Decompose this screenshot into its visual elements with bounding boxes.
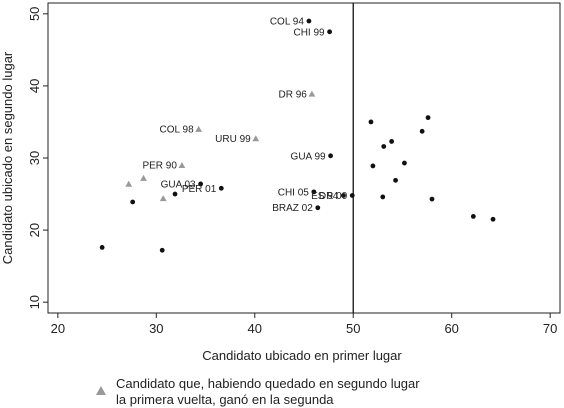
legend-text: Candidato que, habiendo quedado en segun…	[116, 376, 420, 408]
data-point-triangle	[308, 90, 316, 97]
data-point-circle	[315, 205, 321, 211]
y-tick-label: 20	[27, 223, 42, 237]
point-label: ES 94	[311, 191, 339, 202]
data-point-circle	[419, 128, 425, 134]
data-point-circle	[402, 160, 407, 166]
data-point-triangle	[195, 125, 203, 132]
x-tick-label: 20	[51, 321, 65, 336]
data-point-triangle	[252, 135, 260, 142]
data-point-circle	[393, 177, 398, 183]
data-point-circle	[172, 191, 178, 197]
data-point-circle	[370, 163, 376, 169]
y-tick-label: 30	[27, 151, 42, 165]
data-point-circle	[306, 18, 312, 24]
legend-line-2: la primera vuelta, ganó en la segunda	[116, 392, 334, 407]
data-point-triangle	[178, 161, 186, 168]
point-label: COL 94	[270, 17, 305, 28]
x-tick-label: 70	[543, 321, 557, 336]
x-tick-label: 40	[248, 321, 262, 336]
data-point-circle	[368, 119, 374, 125]
y-tick-label: 50	[27, 7, 42, 21]
axis-ticks: 20 30 40 50 60 70 10 20 30 40 50	[27, 7, 557, 336]
x-tick-label: 30	[149, 321, 163, 336]
data-point-circle	[340, 193, 346, 198]
data-point-circle	[470, 213, 476, 219]
legend-line-1: Candidato que, habiendo quedado en segun…	[116, 376, 420, 391]
y-tick-label: 40	[27, 79, 42, 93]
point-label: CHI 05	[278, 187, 310, 198]
data-point-circle	[349, 193, 355, 198]
data-point-circle	[198, 181, 204, 187]
data-point-circle	[130, 199, 136, 205]
point-label: PER 01	[182, 184, 217, 195]
data-point-circle	[380, 194, 386, 200]
point-label: COL 98	[160, 125, 195, 136]
chart-legend: Candidato que, habiendo quedado en segun…	[96, 376, 420, 408]
x-tick-label: 50	[346, 321, 360, 336]
data-point-circle	[490, 216, 496, 222]
point-label: GUA 99	[291, 151, 326, 162]
data-point-triangle	[125, 180, 133, 187]
y-axis-title: Candidato ubicado en segundo lugar	[0, 51, 15, 264]
data-point-circle	[381, 144, 387, 149]
data-point-circle	[389, 139, 395, 144]
x-tick-label: 60	[444, 321, 458, 336]
data-point-circle	[311, 189, 317, 195]
point-label: DR 00	[319, 191, 348, 202]
point-label: GUA 03	[161, 179, 196, 190]
data-point-circle	[425, 115, 431, 121]
point-label: BRAZ 02	[272, 203, 313, 214]
data-point-circle	[328, 153, 333, 159]
data-point-circle	[429, 196, 435, 202]
point-label: CHI 99	[293, 27, 325, 38]
data-point-circle	[99, 244, 105, 250]
data-point-circle	[218, 185, 224, 191]
data-points	[99, 18, 496, 253]
data-point-circle	[159, 247, 165, 253]
data-point-triangle	[140, 174, 147, 181]
data-point-triangle	[159, 195, 167, 202]
point-label: PER 90	[142, 161, 177, 172]
point-label: URU 99	[215, 134, 251, 145]
y-tick-label: 10	[27, 295, 42, 309]
point-label: DR 96	[279, 89, 308, 100]
triangle-icon	[96, 386, 106, 395]
x-axis-title: Candidato ubicado en primer lugar	[202, 348, 402, 363]
data-point-circle	[327, 29, 332, 35]
